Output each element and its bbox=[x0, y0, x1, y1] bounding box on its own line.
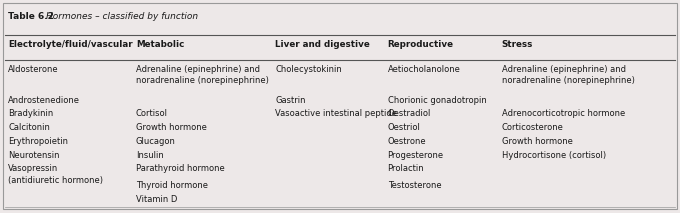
Text: Aetiocholanolone: Aetiocholanolone bbox=[388, 65, 460, 74]
Text: Calcitonin: Calcitonin bbox=[8, 123, 50, 132]
Text: Growth hormone: Growth hormone bbox=[502, 137, 573, 146]
Text: Bradykinin: Bradykinin bbox=[8, 109, 54, 118]
Text: Thyroid hormone: Thyroid hormone bbox=[136, 181, 208, 190]
Text: Oestrone: Oestrone bbox=[388, 137, 426, 146]
Text: Metabolic: Metabolic bbox=[136, 40, 184, 49]
Text: Vitamin D: Vitamin D bbox=[136, 195, 177, 204]
Text: Insulin: Insulin bbox=[136, 151, 164, 160]
Text: Table 6.2: Table 6.2 bbox=[8, 12, 54, 21]
Text: Oestriol: Oestriol bbox=[388, 123, 420, 132]
Text: Reproductive: Reproductive bbox=[388, 40, 454, 49]
Text: Electrolyte/fluid/vascular: Electrolyte/fluid/vascular bbox=[8, 40, 133, 49]
Text: Prolactin: Prolactin bbox=[388, 164, 424, 173]
Text: Corticosterone: Corticosterone bbox=[502, 123, 564, 132]
Text: Neurotensin: Neurotensin bbox=[8, 151, 60, 160]
Text: Vasoactive intestinal peptide: Vasoactive intestinal peptide bbox=[275, 109, 397, 118]
Text: Liver and digestive: Liver and digestive bbox=[275, 40, 370, 49]
FancyBboxPatch shape bbox=[3, 3, 677, 209]
Text: Parathyroid hormone: Parathyroid hormone bbox=[136, 164, 225, 173]
Text: Gastrin: Gastrin bbox=[275, 96, 306, 105]
Text: Hormones – classified by function: Hormones – classified by function bbox=[46, 12, 199, 21]
Text: Cholecystokinin: Cholecystokinin bbox=[275, 65, 342, 74]
Text: Stress: Stress bbox=[502, 40, 533, 49]
Text: Adrenaline (epinephrine) and
noradrenaline (norepinephrine): Adrenaline (epinephrine) and noradrenali… bbox=[502, 65, 634, 85]
Text: Progesterone: Progesterone bbox=[388, 151, 444, 160]
Text: Aldosterone: Aldosterone bbox=[8, 65, 58, 74]
Text: Adrenaline (epinephrine) and
noradrenaline (norepinephrine): Adrenaline (epinephrine) and noradrenali… bbox=[136, 65, 269, 85]
Text: Glucagon: Glucagon bbox=[136, 137, 176, 146]
Text: Androstenedione: Androstenedione bbox=[8, 96, 80, 105]
Text: Vasopressin
(antidiuretic hormone): Vasopressin (antidiuretic hormone) bbox=[8, 164, 103, 185]
Text: Testosterone: Testosterone bbox=[388, 181, 441, 190]
Text: Adrenocorticotropic hormone: Adrenocorticotropic hormone bbox=[502, 109, 625, 118]
Text: Growth hormone: Growth hormone bbox=[136, 123, 207, 132]
Text: Erythropoietin: Erythropoietin bbox=[8, 137, 68, 146]
Text: Chorionic gonadotropin: Chorionic gonadotropin bbox=[388, 96, 486, 105]
Text: Hydrocortisone (cortisol): Hydrocortisone (cortisol) bbox=[502, 151, 606, 160]
Text: Cortisol: Cortisol bbox=[136, 109, 168, 118]
Text: Oestradiol: Oestradiol bbox=[388, 109, 431, 118]
